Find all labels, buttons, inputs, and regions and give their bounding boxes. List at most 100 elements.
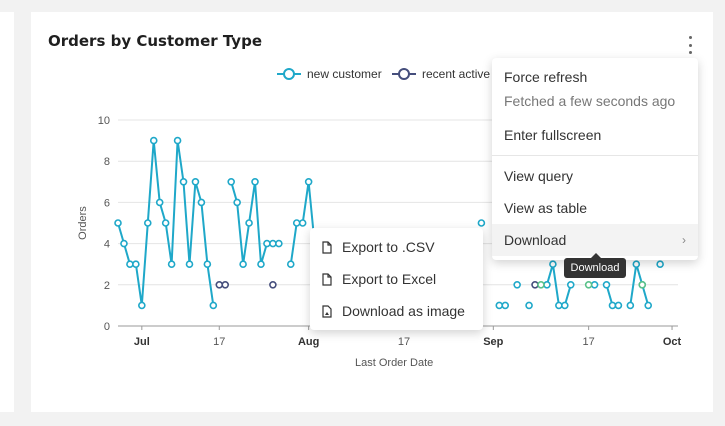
- data-point: [656, 260, 664, 269]
- data-point: [286, 260, 295, 269]
- export-csv-menu-item[interactable]: Export to .CSV: [310, 231, 483, 263]
- download-image-label: Download as image: [342, 303, 465, 319]
- y-tick-label: 8: [104, 156, 110, 168]
- y-tick-label: 6: [104, 197, 110, 209]
- data-point: [495, 301, 504, 310]
- x-tick-label: Sep: [483, 336, 503, 348]
- export-excel-label: Export to Excel: [342, 271, 437, 287]
- legend-item[interactable]: recent active: [392, 67, 490, 81]
- export-excel-menu-item[interactable]: Export to Excel: [310, 263, 483, 295]
- y-tick-label: 0: [104, 321, 110, 333]
- x-tick-label: 17: [398, 336, 410, 348]
- data-point: [155, 198, 164, 207]
- x-axis-label: Last Order Date: [355, 357, 433, 369]
- enter-fullscreen-label: Enter fullscreen: [504, 127, 602, 143]
- data-point: [167, 260, 176, 269]
- series-line: [629, 263, 650, 306]
- data-point: [537, 280, 545, 289]
- chart-axes: 0 2 4 6 8 10 Jul 17 Aug 17 Sep 17 Oct: [98, 115, 682, 348]
- data-point: [590, 280, 599, 289]
- data-point: [531, 280, 539, 289]
- enter-fullscreen-menu-item[interactable]: Enter fullscreen: [492, 119, 698, 151]
- data-point: [501, 301, 510, 310]
- x-tick-label: 17: [583, 336, 595, 348]
- data-point: [304, 178, 313, 186]
- view-as-table-menu-item[interactable]: View as table: [492, 192, 698, 224]
- data-point: [149, 136, 158, 145]
- data-point: [614, 301, 623, 310]
- legend-marker: [283, 68, 295, 80]
- x-tick-label: Jul: [134, 336, 150, 348]
- image-file-icon: [322, 304, 332, 318]
- legend-label: recent active: [422, 67, 490, 81]
- more-options-icon[interactable]: [686, 36, 694, 54]
- y-tick-label: 4: [104, 239, 110, 251]
- y-tick-label: 10: [98, 115, 110, 127]
- download-tooltip: Download: [564, 253, 626, 278]
- adjacent-chart-card: [0, 12, 14, 412]
- data-point: [114, 219, 122, 227]
- data-point: [269, 280, 277, 289]
- x-tick-label: 17: [213, 336, 225, 348]
- legend-marker: [398, 68, 410, 80]
- file-icon: [322, 240, 332, 254]
- legend-label: new customer: [307, 67, 382, 81]
- data-point: [203, 260, 212, 269]
- chart-title: Orders by Customer Type: [48, 32, 262, 50]
- file-icon: [322, 272, 332, 286]
- x-tick-label: Aug: [298, 336, 319, 348]
- data-point: [275, 239, 283, 248]
- data-point: [608, 301, 617, 310]
- download-tooltip-label: Download: [570, 262, 620, 274]
- data-point: [221, 280, 230, 289]
- menu-divider: [492, 155, 698, 156]
- data-point: [257, 260, 265, 269]
- download-menu-item[interactable]: Download ›: [492, 224, 698, 256]
- x-tick-label: Oct: [663, 336, 682, 348]
- data-point: [191, 178, 200, 186]
- data-point: [185, 260, 194, 269]
- download-image-menu-item[interactable]: Download as image: [310, 295, 483, 327]
- data-point: [292, 219, 301, 227]
- download-label: Download: [504, 232, 567, 248]
- data-point: [197, 198, 206, 207]
- data-point: [269, 239, 277, 248]
- data-point: [215, 280, 224, 289]
- series-line: [230, 181, 279, 265]
- data-point: [525, 301, 533, 310]
- data-point: [227, 178, 235, 186]
- data-point: [602, 280, 611, 289]
- data-point: [626, 301, 635, 310]
- data-point: [263, 239, 271, 248]
- data-point: [245, 219, 253, 227]
- legend-item[interactable]: new customer: [277, 67, 382, 81]
- chart-options-menu: Force refresh Fetched a few seconds ago …: [492, 58, 698, 260]
- data-point: [138, 301, 146, 310]
- data-point: [632, 260, 641, 269]
- data-point: [209, 301, 218, 310]
- data-point: [566, 280, 575, 289]
- data-point: [555, 301, 563, 310]
- data-point: [179, 178, 188, 186]
- data-point: [233, 198, 241, 207]
- chart-legend[interactable]: new customer recent active: [277, 67, 490, 81]
- data-point: [132, 260, 140, 269]
- data-point: [543, 280, 551, 289]
- view-query-menu-item[interactable]: View query: [492, 160, 698, 192]
- export-csv-label: Export to .CSV: [342, 239, 435, 255]
- data-point: [549, 260, 557, 269]
- data-point: [143, 219, 152, 227]
- data-point: [584, 280, 593, 289]
- data-point: [173, 136, 182, 145]
- y-axis-label: Orders: [77, 206, 89, 240]
- data-point: [513, 280, 521, 289]
- data-point: [644, 301, 653, 310]
- force-refresh-label: Force refresh: [504, 69, 588, 85]
- view-query-label: View query: [504, 168, 574, 184]
- view-as-table-label: View as table: [504, 200, 588, 216]
- data-point: [298, 219, 307, 227]
- data-point: [161, 219, 170, 227]
- data-point: [477, 219, 486, 227]
- download-submenu: Export to .CSV Export to Excel Download …: [310, 228, 483, 330]
- force-refresh-menu-item[interactable]: Force refresh: [492, 61, 698, 93]
